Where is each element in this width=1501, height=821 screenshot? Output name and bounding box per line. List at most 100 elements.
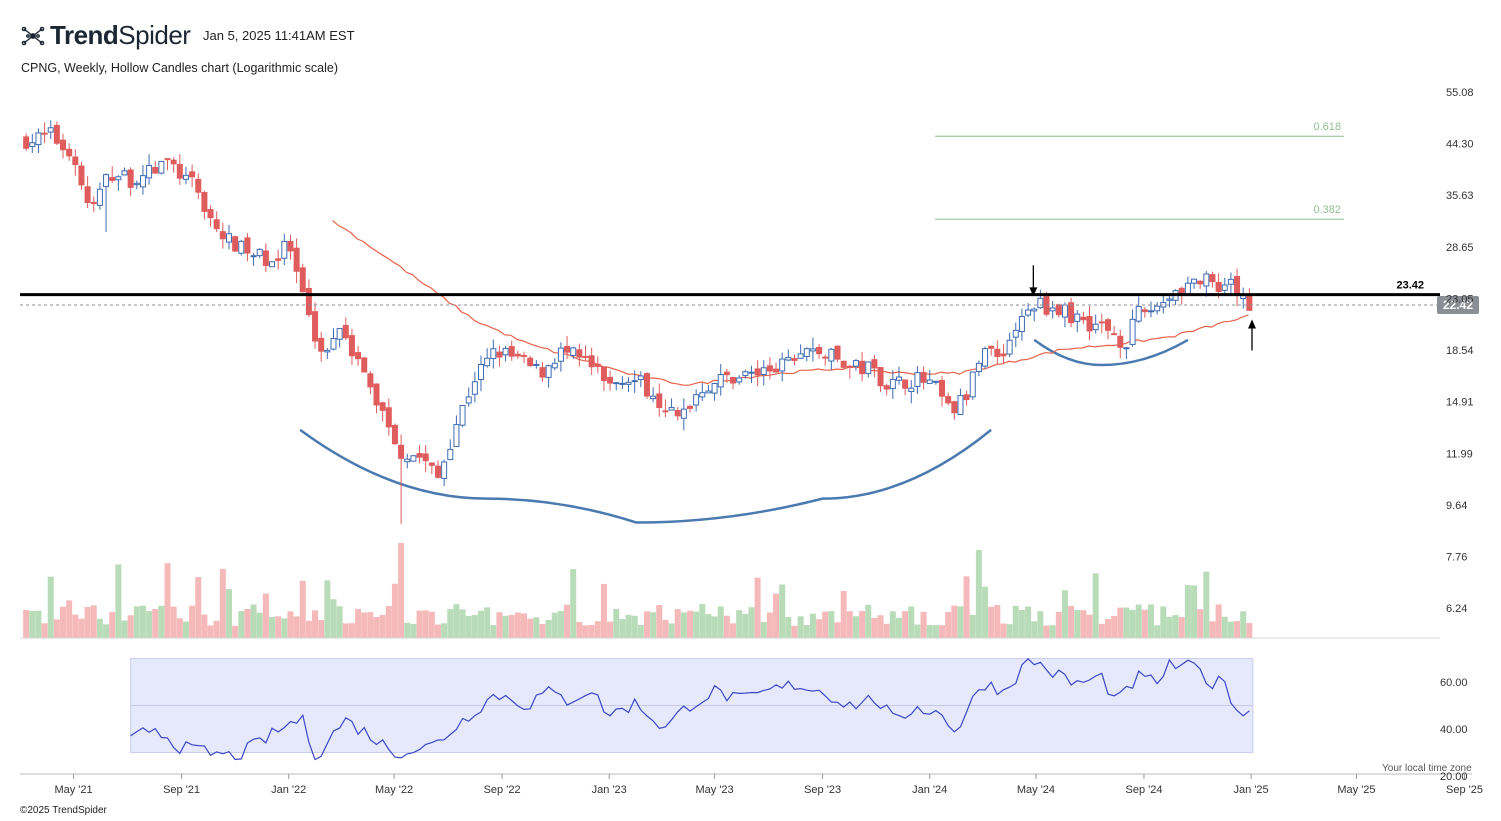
volume-bar [686,610,693,638]
candle-body [1031,308,1038,312]
candle-body [1018,315,1025,333]
candle [1221,277,1228,295]
volume-bar [717,606,724,638]
candle-body [428,462,435,466]
candle-body [662,410,669,413]
candle-body [225,233,232,243]
time-axis-label: May '22 [375,784,413,796]
volume-bar [699,604,706,638]
candle [398,434,405,524]
volume-bar [779,584,786,638]
volume-bar [484,607,491,638]
candle-body [471,381,478,395]
candle [625,377,632,392]
volume-bar [914,624,921,638]
volume-bar [213,620,220,638]
candle [459,405,466,428]
volume-bar [441,623,448,638]
candle-body [23,136,30,149]
volume-bar [133,606,140,638]
candle [275,249,282,270]
candle [736,375,743,385]
candle [1055,303,1062,318]
candle-body [1061,304,1068,318]
candle-body [484,357,491,367]
candle-body [846,365,853,369]
candle-body [803,348,810,357]
candle [490,339,497,369]
candle-body [1234,276,1241,296]
price-axis-tick: 28.65 [1446,242,1474,254]
candle [250,252,257,266]
candle-body [96,188,103,206]
volume-bar [324,580,331,638]
volume-bar [182,621,189,638]
candle [723,368,730,383]
candle-body [207,209,214,219]
candle [35,128,42,154]
volume-bar [60,606,67,638]
volume-bar [1074,609,1081,638]
volume-bar [1000,623,1007,638]
candle [730,376,737,390]
candle-body [404,458,411,463]
volume-bar [1135,604,1142,638]
candle [66,143,73,161]
candle [1234,268,1241,307]
candle-body [1227,278,1234,285]
candle-body [643,373,650,397]
candle-body [570,347,577,356]
candle-body [66,148,73,157]
volume-bar [920,611,927,638]
volume-bar [594,621,601,638]
candle-body [600,366,607,381]
volume-bar [348,623,355,638]
rsi-line [130,657,1250,761]
volume-bar [422,610,429,638]
candle-body [410,455,417,462]
candle [1092,314,1099,334]
candle-body [195,178,202,193]
candle-body [447,448,454,461]
rsi-panel [130,657,1254,761]
volume-bar [281,618,288,638]
candle [422,444,429,473]
candle-body [1098,321,1105,324]
volume-bar [588,624,595,638]
volume-bar [41,623,48,638]
candle-body [41,132,48,135]
candle-body [1215,281,1222,292]
candle-body [926,379,933,384]
candle-body [1080,316,1087,321]
candle [631,370,638,393]
candle-body [459,405,466,426]
volume-bar [96,618,103,638]
candle [594,356,601,374]
candle [766,357,773,380]
candle [1129,309,1136,347]
candle [1141,307,1148,318]
volume-bar [385,606,392,638]
volume-bar [975,550,982,638]
volume-bar [791,625,798,638]
volume-bar [508,615,515,638]
candle-body [502,347,509,356]
candle [582,345,589,361]
candle-body [312,311,319,342]
candle-body [1055,304,1062,316]
volume-bar [1006,624,1013,638]
volume-bar [336,606,343,638]
candle-body [281,240,288,259]
candle [877,367,884,392]
volume-bar [1092,573,1099,638]
price-axis-tick: 23.05 [1446,293,1474,305]
volume-bar [514,612,521,638]
candle-body [576,349,583,358]
candle [988,345,995,356]
candle-body [871,359,878,369]
candle-body [717,374,724,388]
candle [711,382,718,401]
candle [281,233,288,266]
volume-bar [619,619,626,638]
